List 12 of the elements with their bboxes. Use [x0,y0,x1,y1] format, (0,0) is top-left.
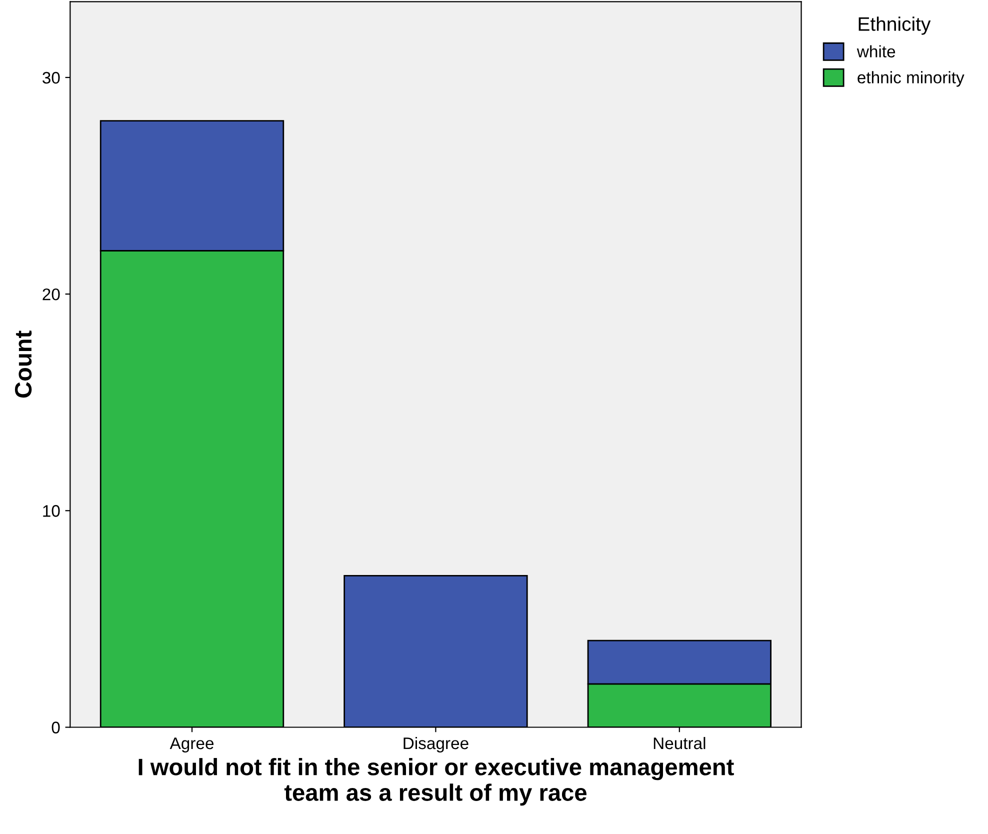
x-tick-label: Disagree [404,736,468,753]
legend-title: Ethnicity [858,16,931,35]
x-tick-label: Agree [170,738,214,753]
y-tick-label: 10 [43,505,60,517]
y-tick-label: 30 [42,72,60,84]
legend-label: white [856,45,896,58]
y-tick-label: 20 [42,288,60,300]
legend-label: ethnic minority [858,71,964,87]
x-tick-label: Neutral [654,736,706,750]
y-axis-title: Count [14,330,32,398]
y-tick-label: 0 [52,722,60,734]
x-axis-title: I would not fit in the senior or executive management team as a result of my race [138,758,734,806]
